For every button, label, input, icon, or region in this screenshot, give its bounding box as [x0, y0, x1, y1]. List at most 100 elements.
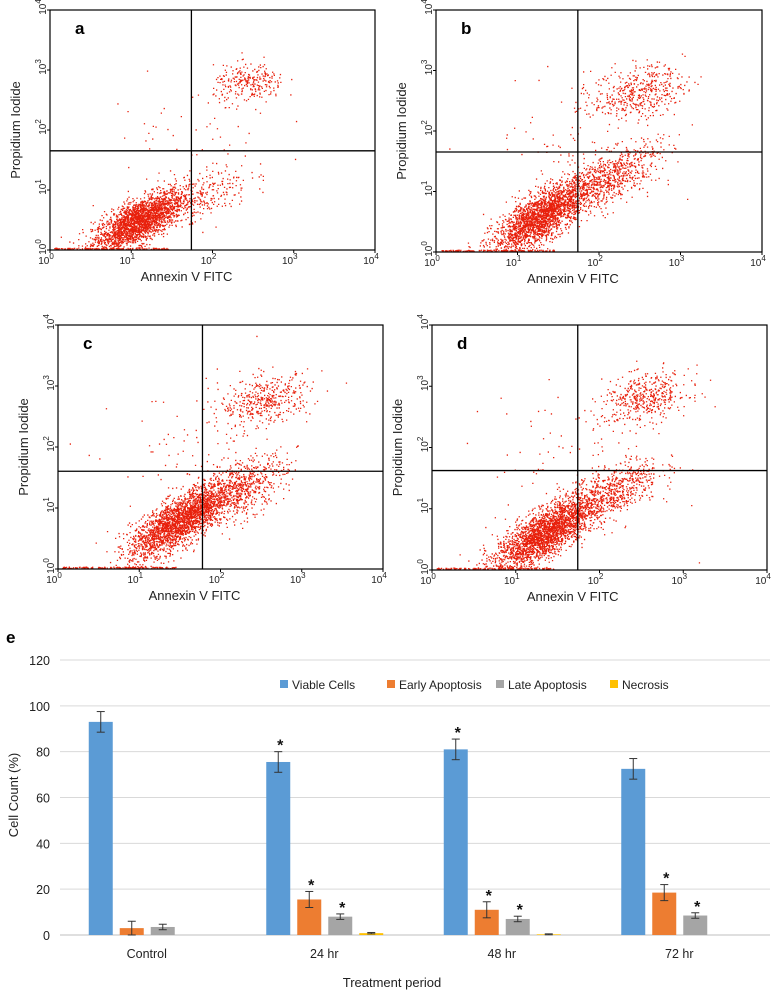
y-tick-exp: 4: [416, 314, 425, 319]
y-tick-label: 101: [34, 179, 49, 195]
bar-late-apoptosis-24-hr: [328, 916, 353, 935]
x-tick-exp: 1: [131, 252, 136, 261]
legend-swatch: [610, 680, 618, 688]
x-tick-base: 10: [46, 575, 58, 586]
y-tick-exp: 1: [416, 497, 425, 502]
y-tick-exp: 0: [42, 558, 51, 563]
x-tick-exp: 1: [515, 572, 520, 581]
x-tick-base: 10: [282, 256, 294, 267]
y-tick-exp: 4: [34, 0, 43, 4]
scatter-point-cloud: [535, 442, 694, 541]
y-tick-exp: 0: [416, 559, 425, 564]
y-tick-exp: 1: [420, 180, 429, 185]
y-tick-base: 10: [46, 379, 57, 391]
significance-marker: *: [663, 871, 670, 888]
y-tick-label: 103: [34, 59, 49, 75]
y-tick-base: 10: [420, 563, 431, 575]
y-tick-label: 103: [420, 59, 435, 75]
y-tick-label: 100: [34, 239, 49, 255]
x-tick-label: 104: [750, 254, 766, 269]
x-tick-base: 10: [504, 576, 516, 587]
y-tick-label: 104: [42, 314, 57, 330]
y-axis-title: Propidium Iodide: [394, 82, 409, 180]
y-tick-base: 10: [420, 502, 431, 514]
x-tick-label: 102: [209, 571, 225, 586]
y-tick-base: 10: [420, 379, 431, 391]
legend-label: Necrosis: [622, 678, 669, 692]
population-diffuse: [69, 335, 299, 545]
y-tick-exp: 3: [416, 375, 425, 380]
significance-marker: *: [517, 902, 524, 919]
population-early-apoptotic: [174, 445, 299, 541]
x-tick-label: 103: [669, 254, 685, 269]
x-tick-label: 102: [588, 572, 604, 587]
x-tick-label: Control: [127, 947, 167, 961]
x-tick-label: 104: [363, 252, 379, 267]
x-tick-label: 100: [46, 571, 62, 586]
x-tick-label: 100: [424, 254, 440, 269]
x-axis-title: Annexin V FITC: [141, 269, 233, 284]
y-tick-base: 10: [38, 243, 49, 255]
y-tick-exp: 4: [420, 0, 429, 4]
x-tick-label: 100: [38, 252, 54, 267]
bar-late-apoptosis-control: [150, 926, 175, 935]
x-tick-base: 10: [371, 575, 383, 586]
scatter-point-cloud: [537, 99, 693, 228]
legend-item: Viable Cells: [280, 678, 355, 692]
y-tick-exp: 4: [42, 314, 51, 319]
x-axis-title: Treatment period: [343, 975, 442, 990]
y-tick-base: 10: [424, 245, 435, 257]
y-tick-label: 100: [420, 241, 435, 257]
population-early-apoptotic: [537, 99, 693, 228]
x-tick-base: 10: [750, 258, 762, 269]
bar-viable-cells-48-hr: [443, 749, 468, 935]
bar-late-apoptosis-72-hr: [683, 915, 708, 935]
x-tick-label: 103: [282, 252, 298, 267]
legend-label: Viable Cells: [292, 678, 355, 692]
y-tick-exp: 1: [34, 179, 43, 184]
y-tick-label: 120: [29, 654, 50, 668]
population-viable: [459, 454, 629, 570]
x-tick-exp: 4: [374, 252, 379, 261]
legend-swatch: [280, 680, 288, 688]
y-tick-label: 102: [42, 436, 57, 452]
y-tick-base: 10: [46, 440, 57, 452]
scatter-point-cloud: [69, 335, 299, 545]
y-tick-label: 103: [42, 375, 57, 391]
x-tick-exp: 0: [435, 254, 440, 263]
y-tick-label: 101: [42, 497, 57, 513]
y-tick-exp: 3: [420, 59, 429, 64]
y-tick-label: 102: [416, 436, 431, 452]
panel-label: a: [75, 19, 85, 38]
x-tick-label: 24 hr: [310, 947, 339, 961]
significance-marker: *: [339, 900, 346, 917]
x-tick-label: 48 hr: [488, 947, 517, 961]
significance-marker: *: [277, 738, 284, 755]
x-tick-label: 72 hr: [665, 947, 694, 961]
x-tick-base: 10: [671, 576, 683, 587]
y-tick-base: 10: [424, 185, 435, 197]
y-tick-exp: 3: [42, 375, 51, 380]
x-tick-base: 10: [506, 258, 518, 269]
x-tick-exp: 2: [599, 572, 604, 581]
x-tick-label: 101: [506, 254, 522, 269]
population-viable: [95, 463, 284, 568]
x-tick-base: 10: [755, 576, 767, 587]
x-tick-exp: 0: [49, 252, 54, 261]
x-tick-base: 10: [363, 256, 375, 267]
x-tick-label: 101: [119, 252, 135, 267]
y-tick-label: 104: [34, 0, 49, 15]
scatter-point-cloud: [584, 360, 716, 432]
x-tick-exp: 1: [517, 254, 522, 263]
x-tick-base: 10: [127, 575, 139, 586]
y-tick-base: 10: [46, 562, 57, 574]
y-tick-label: 80: [36, 746, 50, 760]
x-tick-label: 102: [201, 252, 217, 267]
significance-marker: *: [455, 725, 462, 742]
y-tick-exp: 2: [420, 120, 429, 125]
